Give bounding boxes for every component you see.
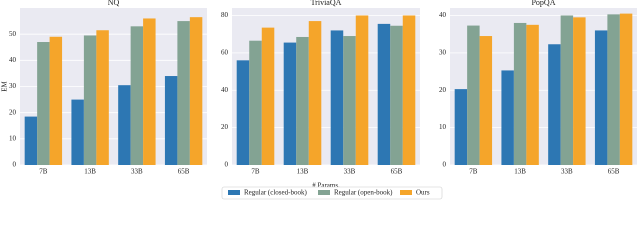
bar <box>560 15 574 165</box>
bar <box>118 85 131 165</box>
bar <box>71 99 84 165</box>
y-tick-label: 0 <box>443 161 447 169</box>
x-tick-label: 33B <box>561 168 573 176</box>
bar <box>236 60 250 166</box>
chart-title: NQ <box>108 0 120 7</box>
legend-swatch <box>400 190 412 195</box>
chart-title: TriviaQA <box>311 0 342 7</box>
y-tick-label: 40 <box>9 56 17 64</box>
y-tick-label: 50 <box>9 30 17 38</box>
x-tick-label: 7B <box>39 168 48 176</box>
bar <box>189 17 203 166</box>
bar <box>573 17 586 165</box>
bar <box>479 36 493 166</box>
y-tick-label: 10 <box>9 134 17 142</box>
x-tick-label: 65B <box>178 168 190 176</box>
bar <box>454 89 468 165</box>
x-tick-label: 33B <box>344 168 356 176</box>
bar <box>261 27 275 165</box>
y-tick-label: 0 <box>225 161 229 169</box>
legend-swatch <box>318 190 330 195</box>
bar <box>619 13 633 165</box>
x-tick-label: 13B <box>84 168 96 176</box>
y-tick-label: 0 <box>13 161 17 169</box>
bar <box>594 30 608 165</box>
y-tick-label: 30 <box>439 48 447 56</box>
y-tick-label: 20 <box>221 123 229 131</box>
bar <box>37 42 50 166</box>
y-axis-label: EM <box>1 80 9 91</box>
x-tick-label: 65B <box>608 168 620 176</box>
legend-label: Ours <box>416 189 430 197</box>
y-tick-label: 10 <box>439 123 447 131</box>
legend-swatch <box>228 190 240 195</box>
x-tick-label: 65B <box>391 168 403 176</box>
bar <box>526 24 539 166</box>
x-tick-label: 7B <box>469 168 478 176</box>
y-tick-label: 30 <box>9 82 17 90</box>
bar <box>143 18 156 165</box>
bar <box>607 14 620 165</box>
y-tick-label: 20 <box>439 86 447 94</box>
x-axis-label: # Params. <box>312 182 340 190</box>
x-tick-label: 13B <box>514 168 526 176</box>
bar <box>377 23 391 166</box>
bar <box>96 30 109 165</box>
y-tick-label: 40 <box>221 86 229 94</box>
y-tick-label: 80 <box>221 11 229 19</box>
bar <box>390 25 403 166</box>
bar <box>249 40 262 166</box>
y-tick-label: 60 <box>221 48 229 56</box>
y-tick-label: 40 <box>439 11 447 19</box>
bar <box>355 15 369 165</box>
legend-label: Regular (open-book) <box>334 189 393 197</box>
bar <box>177 21 190 166</box>
y-tick-label: 20 <box>9 108 17 116</box>
x-tick-label: 33B <box>131 168 143 176</box>
bar <box>343 36 356 166</box>
bar <box>130 26 144 165</box>
bar <box>513 22 527 166</box>
legend-box <box>221 186 443 200</box>
bar <box>402 15 416 165</box>
bar <box>296 36 309 165</box>
bar <box>308 21 322 166</box>
bar <box>548 44 561 166</box>
bar <box>283 42 297 166</box>
bar <box>501 70 514 165</box>
bar <box>330 30 344 165</box>
legend-label: Regular (closed-book) <box>244 189 307 197</box>
bar <box>49 36 63 166</box>
chart: NQ 0 10 20 30 40 50 EM 7B 13B 33B 65B TriviaQA 0 20 40 6… <box>1 0 637 200</box>
bar <box>24 116 38 165</box>
bar <box>467 25 480 166</box>
bar <box>164 76 178 165</box>
chart-title: PopQA <box>531 0 555 7</box>
x-tick-label: 7B <box>251 168 260 176</box>
bar <box>83 35 97 165</box>
x-tick-label: 13B <box>297 168 309 176</box>
